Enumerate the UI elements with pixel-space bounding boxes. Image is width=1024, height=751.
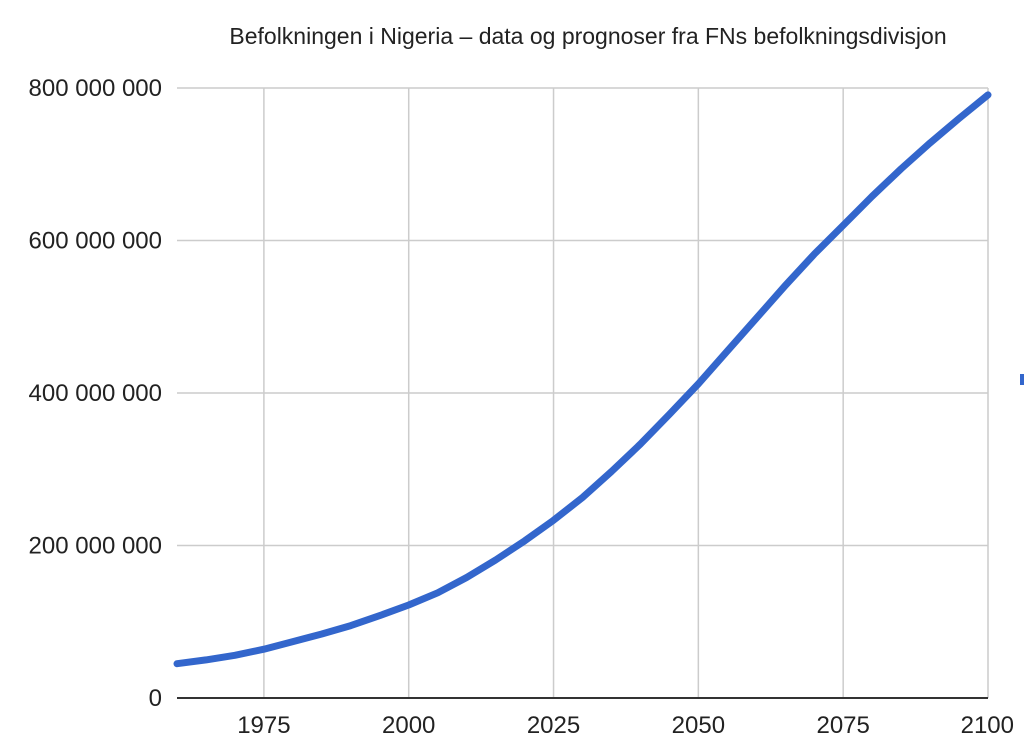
x-axis-tick-labels: 1975 2000 2025 2050 2075 2100	[237, 712, 1014, 739]
x-tick-label: 2050	[672, 712, 725, 739]
y-tick-label: 400 000 000	[29, 380, 162, 407]
y-axis-tick-labels: 0 200 000 000 400 000 000 600 000 000 800 00…	[29, 75, 162, 712]
y-tick-label: 0	[149, 685, 162, 712]
legend-marker	[1020, 374, 1024, 385]
y-tick-label: 800 000 000	[29, 75, 162, 102]
population-series-line	[173, 91, 992, 668]
x-tick-label: 2100	[961, 712, 1014, 739]
y-gridlines	[177, 87, 988, 547]
x-tick-label: 2075	[816, 712, 869, 739]
series-lines	[173, 91, 992, 668]
x-tick-label: 2025	[527, 712, 580, 739]
chart-title: Befolkningen i Nigeria – data og prognos…	[229, 23, 946, 49]
x-tick-label: 2000	[382, 712, 435, 739]
x-tick-label: 1975	[237, 712, 290, 739]
y-tick-label: 600 000 000	[29, 228, 162, 255]
y-tick-label: 200 000 000	[29, 533, 162, 560]
